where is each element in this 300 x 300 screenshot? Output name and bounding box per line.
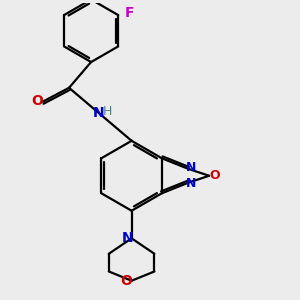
Text: N: N (186, 161, 196, 174)
Text: N: N (93, 106, 104, 120)
Text: O: O (209, 169, 220, 182)
Text: O: O (32, 94, 43, 108)
Text: F: F (125, 6, 134, 20)
Text: H: H (103, 105, 112, 118)
Text: O: O (120, 274, 132, 288)
Text: N: N (122, 231, 133, 245)
Text: N: N (186, 177, 196, 190)
